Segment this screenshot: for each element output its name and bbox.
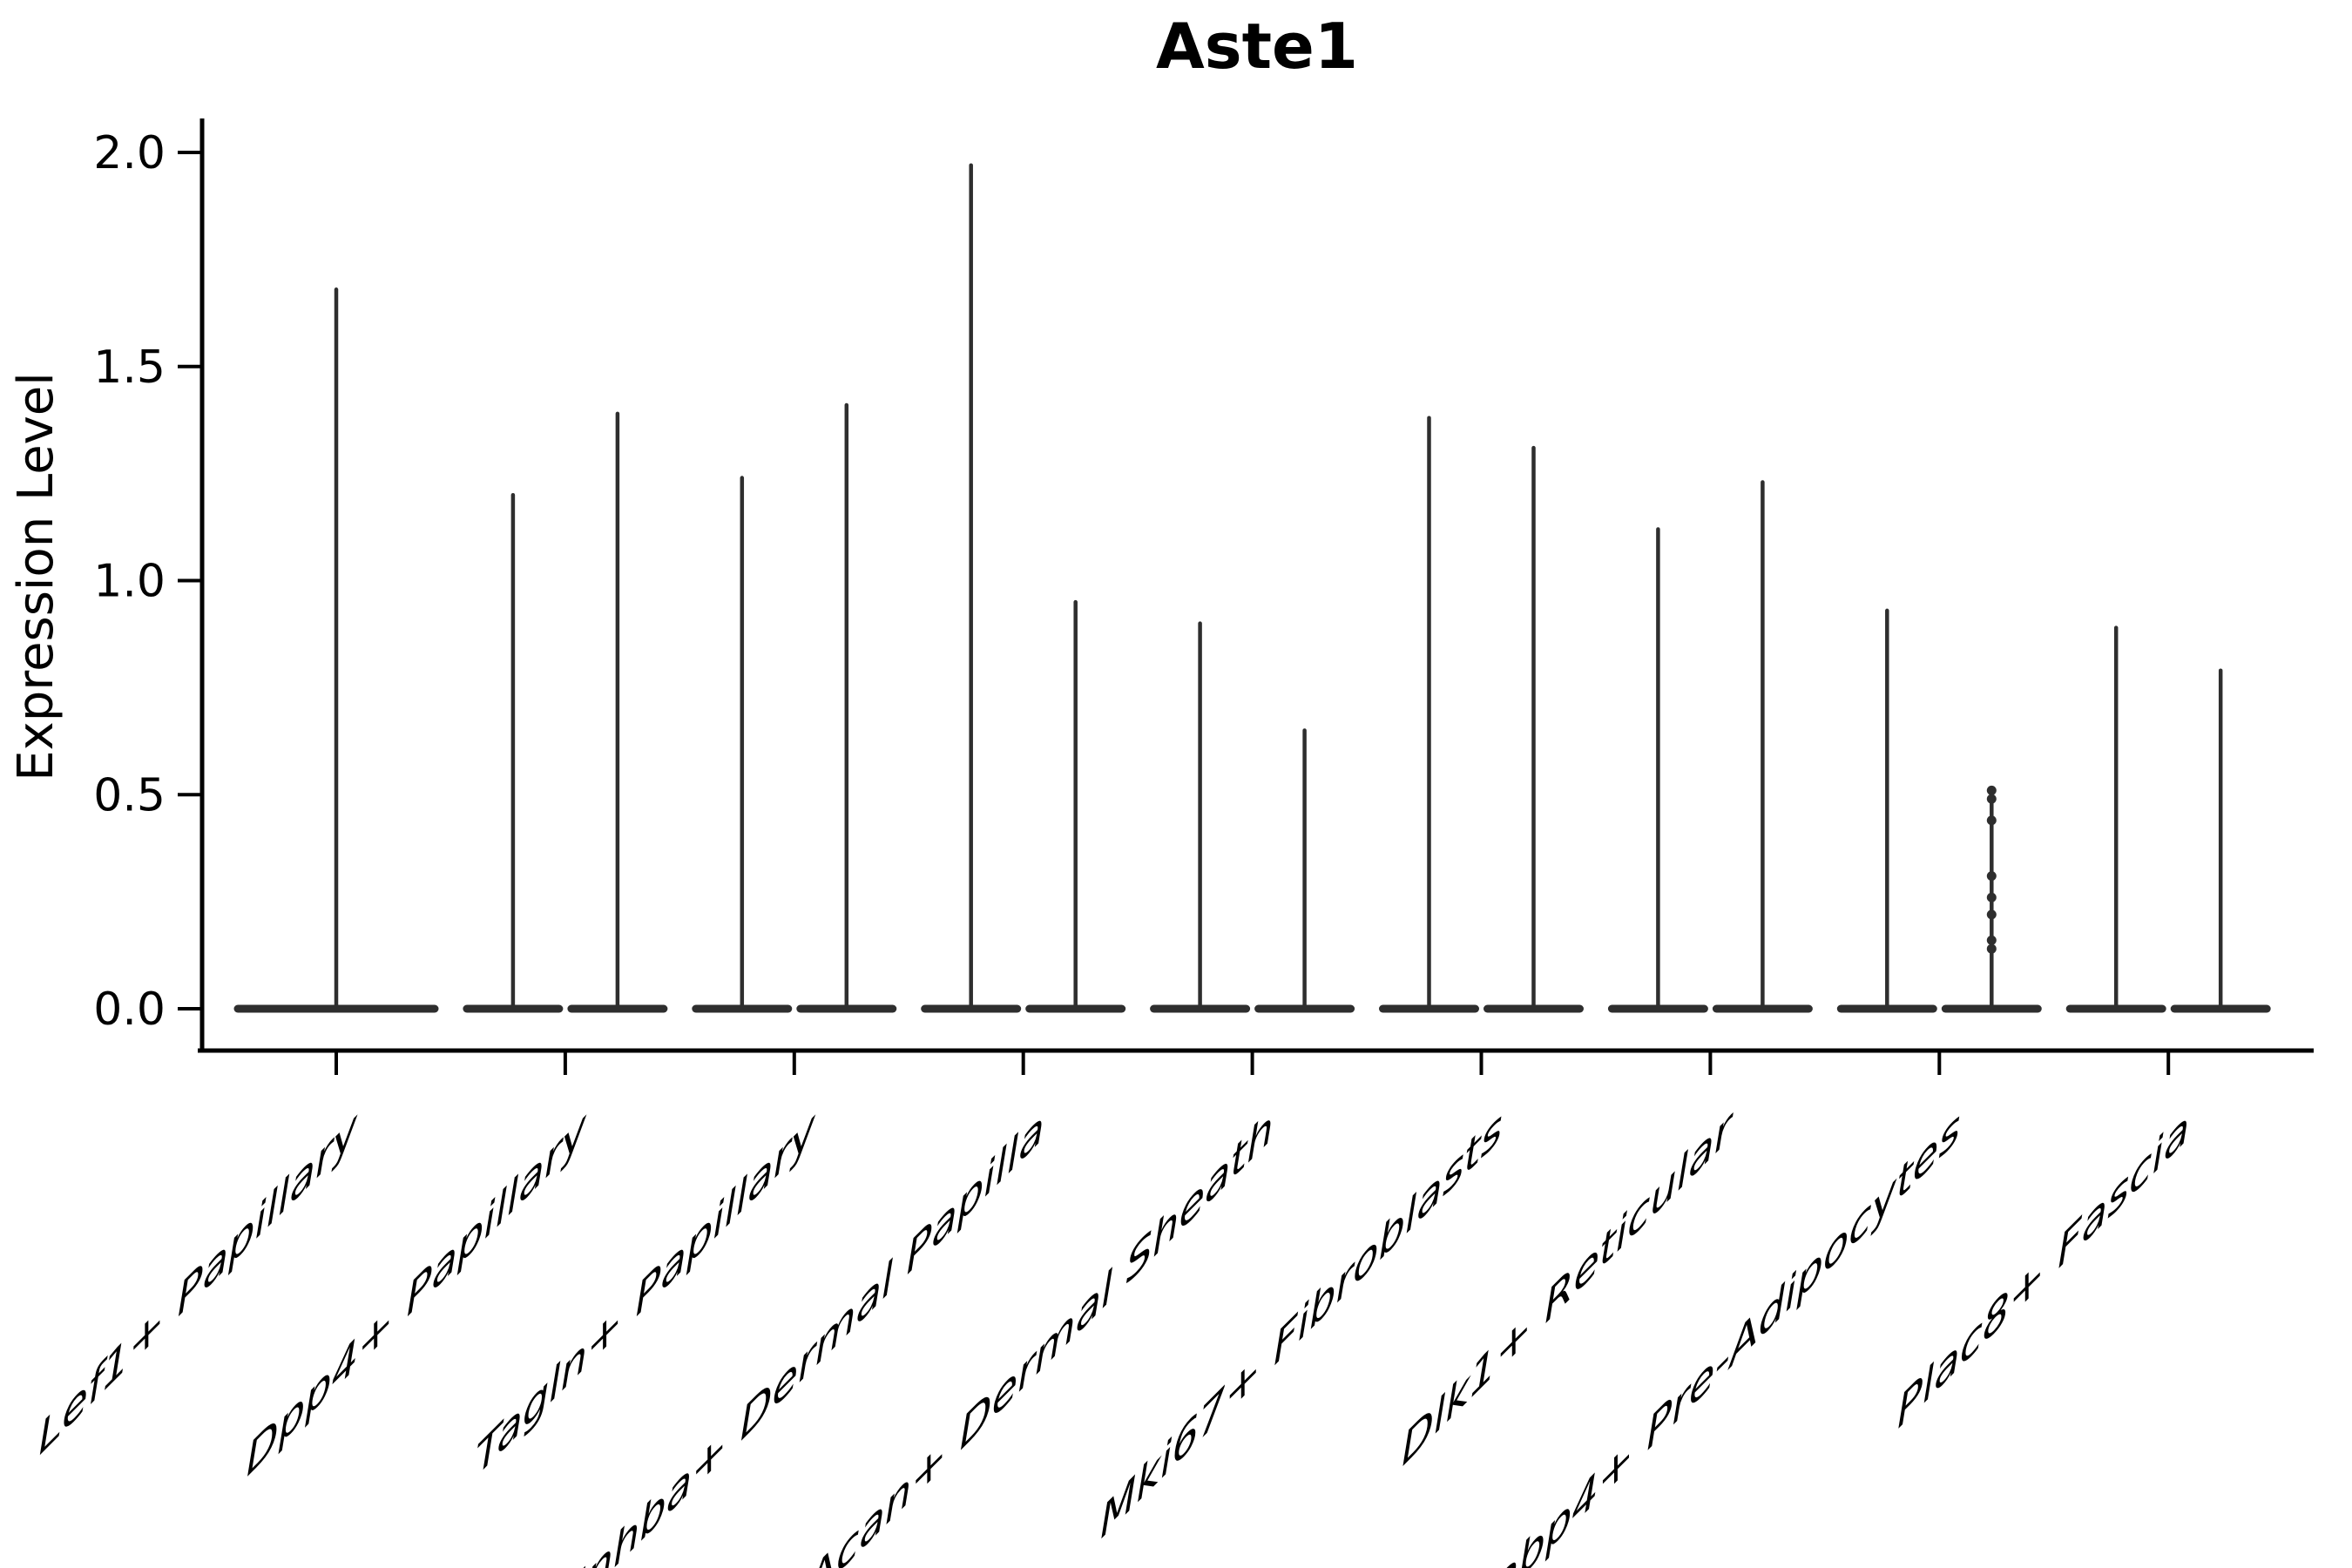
jitter-point xyxy=(1986,892,1997,902)
violin-series xyxy=(233,163,2271,1013)
y-tick-label: 1.5 xyxy=(93,341,166,394)
x-category-label: Acan+ Dermal Sheath xyxy=(805,1098,1274,1568)
jitter-point xyxy=(1986,815,1997,826)
jitter-point xyxy=(1986,785,1997,795)
chart-title: Aste1 xyxy=(1156,10,1358,83)
axes-spines xyxy=(198,118,2314,1053)
x-category-label: Dpp4+ Papillary xyxy=(247,1098,587,1487)
y-tick-label: 2.0 xyxy=(93,127,166,179)
y-tick-label: 0.0 xyxy=(93,983,166,1036)
x-category-label: Mki67+ Fibroblasts xyxy=(1100,1098,1502,1550)
y-tick-label: 0.5 xyxy=(93,769,166,821)
y-axis-label: Expression Level xyxy=(8,372,64,781)
jitter-point xyxy=(1986,943,1997,954)
jitter-point xyxy=(1986,794,1997,804)
jitter-point xyxy=(1986,935,1997,945)
x-category-label: Tagln+ Papillary xyxy=(476,1098,816,1487)
jitter-point xyxy=(1986,871,1997,882)
x-axis-ticks xyxy=(335,1052,2171,1075)
y-axis-ticks: 2.0 1.5 1.0 0.5 0.0 xyxy=(93,127,200,1036)
x-category-label: Inhba+ Dermal Papilla xyxy=(574,1098,1044,1568)
y-tick-label: 1.0 xyxy=(93,556,166,608)
jitter-point xyxy=(1986,909,1997,920)
